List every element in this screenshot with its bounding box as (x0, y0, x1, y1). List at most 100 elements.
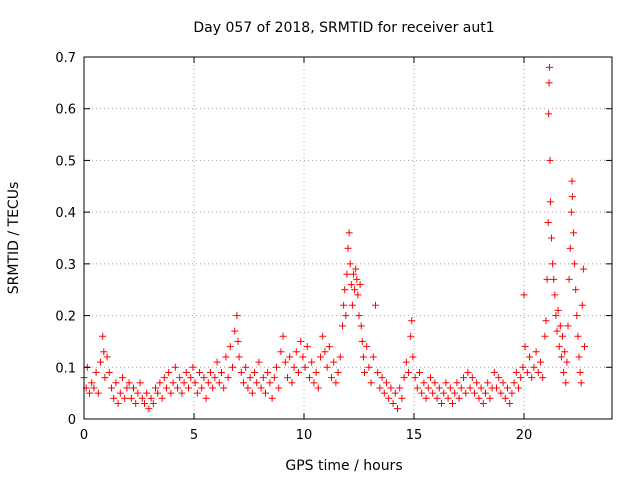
data-point (568, 193, 576, 201)
data-point (244, 384, 252, 392)
x-tick-label: 20 (516, 428, 533, 443)
data-point (394, 405, 401, 413)
data-point (275, 384, 283, 392)
data-point (266, 379, 274, 387)
data-point (340, 301, 348, 309)
data-point (259, 374, 267, 382)
data-point (336, 353, 344, 361)
plot-frame (83, 56, 613, 420)
data-point (396, 384, 404, 392)
data-point (352, 265, 360, 273)
data-point (257, 384, 265, 392)
data-point (141, 399, 148, 407)
data-point (160, 374, 168, 382)
data-point (477, 384, 485, 392)
data-point (438, 399, 445, 407)
data-point (555, 343, 563, 351)
data-point (433, 394, 441, 402)
data-point (475, 394, 483, 402)
data-point (427, 374, 434, 382)
data-point (187, 374, 195, 382)
data-point (191, 379, 199, 387)
data-point (497, 389, 505, 397)
data-point (209, 384, 217, 392)
data-point (378, 374, 386, 382)
data-point (224, 374, 232, 382)
data-point (549, 260, 557, 268)
data-point (565, 275, 573, 283)
data-point (357, 322, 365, 330)
data-point (420, 379, 428, 387)
data-point (389, 399, 397, 407)
data-point (576, 368, 584, 376)
data-point (572, 286, 580, 294)
data-point (545, 79, 553, 87)
data-point (574, 332, 582, 340)
data-point (546, 198, 554, 206)
data-point (548, 234, 555, 242)
data-point (457, 384, 465, 392)
data-point (508, 389, 516, 397)
data-point (105, 368, 113, 376)
data-point (526, 353, 533, 361)
data-point (510, 379, 518, 387)
x-tick-label: 15 (406, 428, 423, 443)
data-point (317, 353, 324, 361)
data-point (130, 384, 137, 392)
data-point (297, 337, 305, 345)
data-point (542, 317, 550, 325)
data-point (121, 394, 129, 402)
y-tick-label: 0.2 (55, 310, 76, 325)
data-point (517, 374, 525, 382)
data-point (546, 156, 554, 164)
chart-title: Day 057 of 2018, SRMTID for receiver aut… (193, 20, 494, 36)
data-point (251, 368, 258, 376)
data-point (546, 63, 554, 71)
data-point (277, 348, 285, 356)
data-point (207, 368, 214, 376)
data-point (180, 379, 188, 387)
data-point (354, 291, 362, 299)
data-point (413, 384, 421, 392)
data-point (387, 384, 395, 392)
data-point (86, 389, 93, 397)
data-point (539, 374, 547, 382)
data-point (563, 358, 571, 366)
data-point (468, 374, 476, 382)
y-tick-label: 0 (68, 413, 76, 428)
data-point (94, 389, 102, 397)
data-point (156, 379, 164, 387)
data-point (314, 384, 322, 392)
data-point (235, 353, 243, 361)
data-point (290, 363, 298, 371)
data-point (237, 368, 245, 376)
data-point (501, 394, 509, 402)
data-point (268, 394, 276, 402)
data-point (112, 379, 120, 387)
data-point (356, 281, 364, 289)
data-point (174, 384, 181, 392)
data-point (334, 368, 342, 376)
data-point (521, 343, 529, 351)
data-point (409, 353, 417, 361)
data-point (367, 379, 375, 387)
data-point (270, 374, 278, 382)
data-point (204, 379, 212, 387)
data-point (564, 322, 572, 330)
data-point (374, 368, 382, 376)
data-point (405, 368, 412, 376)
x-tick-label: 10 (296, 428, 313, 443)
data-point (147, 394, 155, 402)
data-point (519, 363, 527, 371)
data-point (136, 379, 144, 387)
data-point (303, 343, 311, 351)
data-point (288, 379, 296, 387)
data-point (321, 348, 329, 356)
grid (84, 57, 612, 419)
data-point (560, 368, 568, 376)
data-point (530, 363, 538, 371)
data-point (429, 389, 437, 397)
data-point (358, 337, 366, 345)
data-points (80, 63, 588, 413)
axis-ticks: 0 5 10 15 20 0 0.1 0.2 0.3 0.4 0.5 0.6 0.7 (55, 51, 612, 443)
